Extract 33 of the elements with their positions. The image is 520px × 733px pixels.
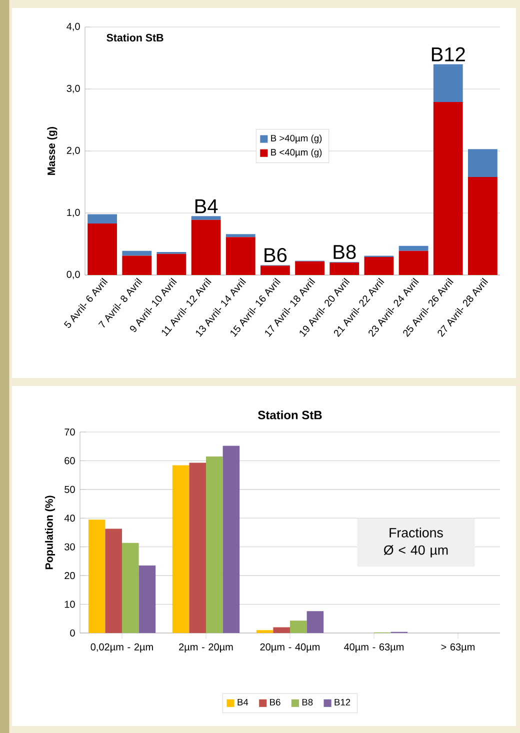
y-tick-label: 0,0 (66, 270, 80, 280)
y-tick-label: 0 (70, 629, 75, 637)
annotation: B4 (195, 199, 218, 214)
chart-title: Station StB (258, 410, 322, 420)
y-tick-label: 40 (64, 514, 75, 522)
y-tick-label: 60 (64, 457, 75, 464)
annotation: Fractions Ø < 40 µm (384, 528, 448, 558)
x-tick-label: 40µm - 63µm (344, 643, 404, 652)
y-tick-label: 4,0 (66, 22, 80, 32)
y-tick-label: 2,0 (66, 146, 80, 156)
x-tick-label: > 63µm (441, 643, 475, 652)
y-tick-label: 3,0 (66, 84, 80, 94)
chart-title: Station StB (106, 34, 164, 42)
y-axis-title: Population (%) (45, 496, 56, 570)
annotation: B8 (334, 244, 356, 260)
legend-label: B12 (334, 698, 350, 706)
y-tick-label: 20 (64, 572, 75, 580)
y-tick-label: 1,0 (67, 208, 80, 218)
x-tick-label: 0,02µm - 2µm (90, 643, 153, 652)
y-tick-label: 30 (64, 543, 75, 550)
annotation: B12 (432, 47, 465, 62)
legend-label: B6 (270, 698, 280, 706)
legend-label: B <40µm (g) (271, 148, 322, 158)
annotation: B6 (264, 248, 287, 262)
x-tick-label: 20µm - 40µm (260, 643, 320, 652)
legend-label: B4 (238, 698, 248, 706)
legend-label: B8 (302, 698, 313, 706)
y-tick-label: 50 (64, 486, 75, 493)
y-axis-title: Masse (g) (47, 126, 58, 175)
x-tick-label: 2µm - 20µm (179, 643, 233, 652)
y-tick-label: 10 (64, 600, 75, 608)
y-tick-label: 70 (64, 428, 75, 436)
legend-label: B >40µm (g) (271, 134, 322, 144)
